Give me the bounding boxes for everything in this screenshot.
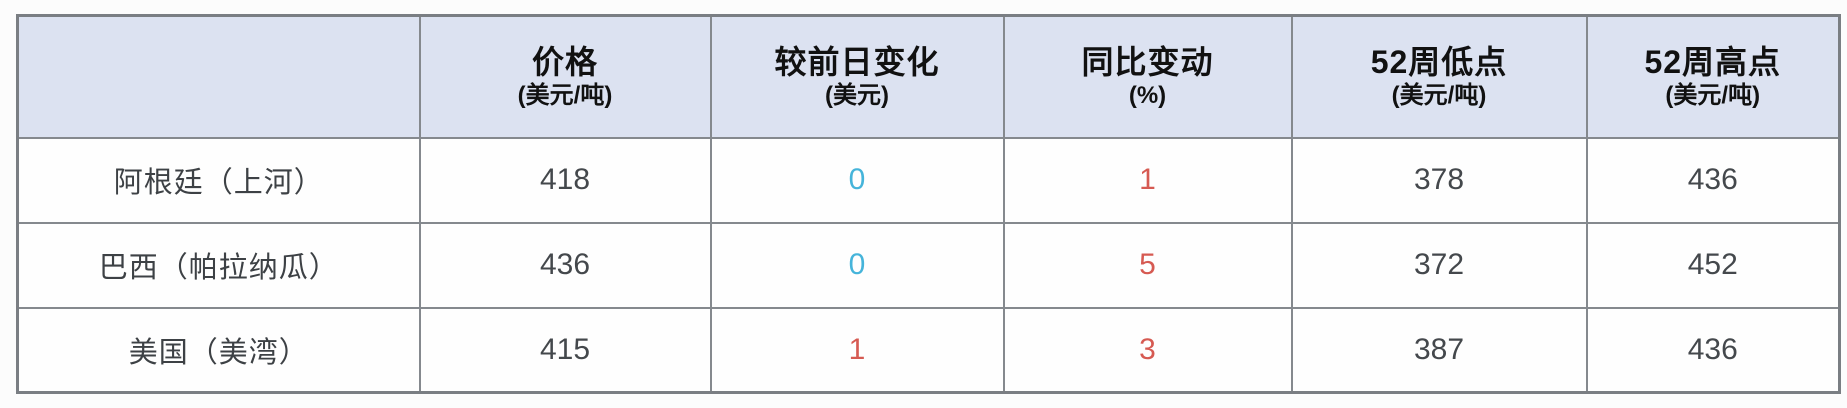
cell-yoy-change: 5 [1002,221,1293,309]
header-cell-yoy-change: 同比变动 (%) [1002,14,1293,139]
cell-52w-high: 452 [1585,221,1841,309]
cell-52w-low: 372 [1290,221,1588,309]
cell-day-change: 0 [709,221,1005,309]
cell-52w-low: 387 [1290,306,1588,394]
cell-52w-high: 436 [1585,306,1841,394]
cell-52w-low: 378 [1290,136,1588,224]
header-unit-price: (美元/吨) [517,82,613,110]
cell-day-change: 1 [709,306,1005,394]
header-title-52w-low: 52周低点 [1370,44,1508,81]
table-row-usa: 美国（美湾） 415 1 3 387 436 [16,306,1841,394]
header-cell-52w-low: 52周低点 (美元/吨) [1290,14,1588,139]
header-title-day-change: 较前日变化 [774,44,940,81]
table-row-brazil: 巴西（帕拉纳瓜） 436 0 5 372 452 [16,221,1841,309]
commodity-price-table: 价格 (美元/吨) 较前日变化 (美元) 同比变动 (%) 52周低点 (美元/… [16,14,1841,394]
table-row-argentina: 阿根廷（上河） 418 0 1 378 436 [16,136,1841,224]
cell-yoy-change: 1 [1002,136,1293,224]
cell-day-change: 0 [709,136,1005,224]
cell-location: 美国（美湾） [16,306,421,394]
cell-yoy-change: 3 [1002,306,1293,394]
cell-price: 415 [418,306,712,394]
header-cell-price: 价格 (美元/吨) [418,14,712,139]
header-cell-day-change: 较前日变化 (美元) [709,14,1005,139]
header-title-yoy-change: 同比变动 [1081,44,1214,81]
header-unit-52w-high: (美元/吨) [1665,82,1761,110]
header-cell-location [16,14,421,139]
cell-location: 巴西（帕拉纳瓜） [16,221,421,309]
cell-location: 阿根廷（上河） [16,136,421,224]
header-unit-yoy-change: (%) [1128,82,1167,110]
header-title-price: 价格 [531,44,598,81]
header-unit-day-change: (美元) [825,82,889,110]
cell-52w-high: 436 [1585,136,1841,224]
header-row: 价格 (美元/吨) 较前日变化 (美元) 同比变动 (%) 52周低点 (美元/… [16,14,1841,139]
header-title-52w-high: 52周高点 [1644,44,1782,81]
cell-price: 418 [418,136,712,224]
header-unit-52w-low: (美元/吨) [1391,82,1487,110]
header-cell-52w-high: 52周高点 (美元/吨) [1585,14,1841,139]
cell-price: 436 [418,221,712,309]
